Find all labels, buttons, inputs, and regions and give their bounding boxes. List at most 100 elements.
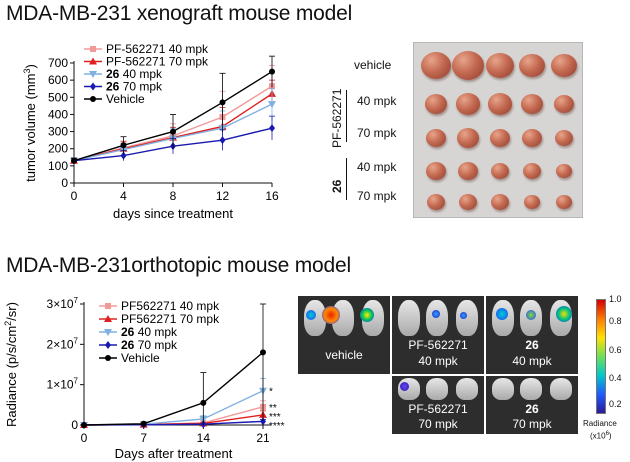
colorbar-caption: Radiance xyxy=(583,419,617,428)
legend-label-bold: 26 xyxy=(121,325,135,339)
y-tick-base: 2×10 xyxy=(47,337,74,351)
tumor-sample xyxy=(555,130,573,147)
y-tick-label: 600 xyxy=(48,73,68,87)
series xyxy=(81,303,266,428)
tumor-sample xyxy=(522,129,542,147)
legend-label: 26 40 mpk xyxy=(106,67,163,81)
y-tick-label: 0 xyxy=(71,418,78,432)
imaging-panel-pf-70: PF-562271 70 mpk xyxy=(392,376,484,434)
series xyxy=(80,378,267,429)
colorbar-unit: (x106) xyxy=(590,431,612,441)
tumor-sample xyxy=(457,128,479,148)
legend-marker xyxy=(89,57,97,65)
legend-label-text: Vehicle xyxy=(106,92,145,106)
data-point xyxy=(219,99,226,106)
legend-label: 26 40 mpk xyxy=(121,325,178,339)
series-line xyxy=(83,414,264,426)
legend-label-bold: 26 xyxy=(121,338,135,352)
x-tick-label: 14 xyxy=(197,431,211,445)
legend-label-bold: 26 xyxy=(106,67,120,81)
y-tick-base: 0 xyxy=(71,418,78,432)
legend-marker xyxy=(89,71,97,78)
y-tick-label: 400 xyxy=(48,107,68,121)
y-tick-exp: 7 xyxy=(74,296,79,305)
data-point xyxy=(269,124,275,133)
data-point xyxy=(120,151,127,160)
legend-label: PF562271 40 mpk xyxy=(121,299,220,313)
y-tick-label: 100 xyxy=(48,159,68,173)
imaging-label-pf-40-line2: 40 mpk xyxy=(418,354,458,368)
data-point xyxy=(120,142,127,149)
legend-label-text: PF-562271 70 mpk xyxy=(106,55,209,69)
legend-label: Vehicle xyxy=(106,92,145,106)
y-tick-label: 2×107 xyxy=(47,336,79,351)
row-label-pf-70: 70 mpk xyxy=(357,126,397,140)
significance-label: **** xyxy=(269,421,285,432)
legend-marker xyxy=(90,46,96,52)
y-tick-label: 500 xyxy=(48,90,68,104)
tumor-sample xyxy=(556,164,572,179)
data-point xyxy=(269,68,275,75)
x-tick-label: 0 xyxy=(81,431,88,445)
tumor-sample xyxy=(488,93,512,115)
imaging-panel-26-40: 26 40 mpk xyxy=(486,296,578,374)
imaging-label-26-70-line2: 70 mpk xyxy=(512,417,552,431)
data-point xyxy=(140,420,147,427)
tumor-sample xyxy=(427,194,445,211)
data-point xyxy=(170,128,176,135)
y-tick-label: 300 xyxy=(48,125,68,139)
y-tick-exp: 7 xyxy=(74,336,79,345)
legend-label: PF-562271 40 mpk xyxy=(106,42,209,56)
colorbar-tick: 1.0 xyxy=(609,294,622,304)
y-axis-label: Radiance (p/s/cm2/sr) xyxy=(3,302,19,427)
legend-label-text: Vehicle xyxy=(121,351,160,365)
legend-marker xyxy=(105,303,111,309)
data-point xyxy=(200,399,207,406)
data-point xyxy=(260,349,266,356)
legend-label-text: 70 mpk xyxy=(119,80,163,94)
tumor-sample xyxy=(491,163,509,180)
tumor-sample xyxy=(491,194,509,211)
y-tick-base: 3×10 xyxy=(47,297,74,311)
legend-label: PF-562271 70 mpk xyxy=(106,55,209,69)
legend-label-text: PF-562271 40 mpk xyxy=(106,42,209,56)
x-axis-label: days since treatment xyxy=(113,206,233,221)
legend-marker xyxy=(90,82,96,91)
significance-label: * xyxy=(269,387,273,398)
legend-marker xyxy=(90,96,96,102)
legend-label: Vehicle xyxy=(121,351,160,365)
legend-label-bold: 26 xyxy=(106,80,120,94)
legend-marker xyxy=(104,329,112,336)
row-label-pf-40: 40 mpk xyxy=(357,94,397,108)
radiance-colorbar xyxy=(596,299,606,414)
data-point xyxy=(71,157,77,164)
tumor-sample xyxy=(459,194,477,211)
data-point xyxy=(219,136,226,145)
y-tick-base: 1×10 xyxy=(47,378,74,392)
legend-label: 26 70 mpk xyxy=(121,338,178,352)
row-label-26-70: 70 mpk xyxy=(357,189,397,203)
tumor-sample xyxy=(458,162,478,180)
series-line xyxy=(83,390,264,426)
legend-label: 26 70 mpk xyxy=(106,80,163,94)
x-tick-label: 12 xyxy=(216,189,230,203)
pf-group-bracket xyxy=(346,90,347,142)
row-label-vehicle: vehicle xyxy=(354,58,392,72)
y-axis-label-sup: 2 xyxy=(3,321,13,326)
tumor-photo xyxy=(413,42,583,218)
x-tick-label: 16 xyxy=(265,189,279,203)
tumor-sample xyxy=(426,129,446,147)
xenograft-heading: MDA-MB-231 xenograft mouse model xyxy=(6,2,353,25)
tumor-sample xyxy=(524,195,540,210)
imaging-label-vehicle: vehicle xyxy=(325,348,363,362)
colorbar-tick: 0.8 xyxy=(609,316,622,326)
series-line xyxy=(83,351,264,426)
tumor-sample xyxy=(425,94,447,114)
imaging-label-26-70-line1: 26 xyxy=(525,402,539,416)
x-tick-label: 8 xyxy=(170,189,177,203)
legend-label-text: PF562271 40 mpk xyxy=(121,299,220,313)
tumor-volume-chart: 0 100 200 300 400 500 600 700 0 4 8 12 16 days since … xyxy=(22,42,279,221)
imaging-label-pf-70-line2: 70 mpk xyxy=(418,417,458,431)
imaging-label-26-40-line1: 26 xyxy=(525,338,539,352)
imaging-label-pf-40-line1: PF-562271 xyxy=(408,338,468,352)
